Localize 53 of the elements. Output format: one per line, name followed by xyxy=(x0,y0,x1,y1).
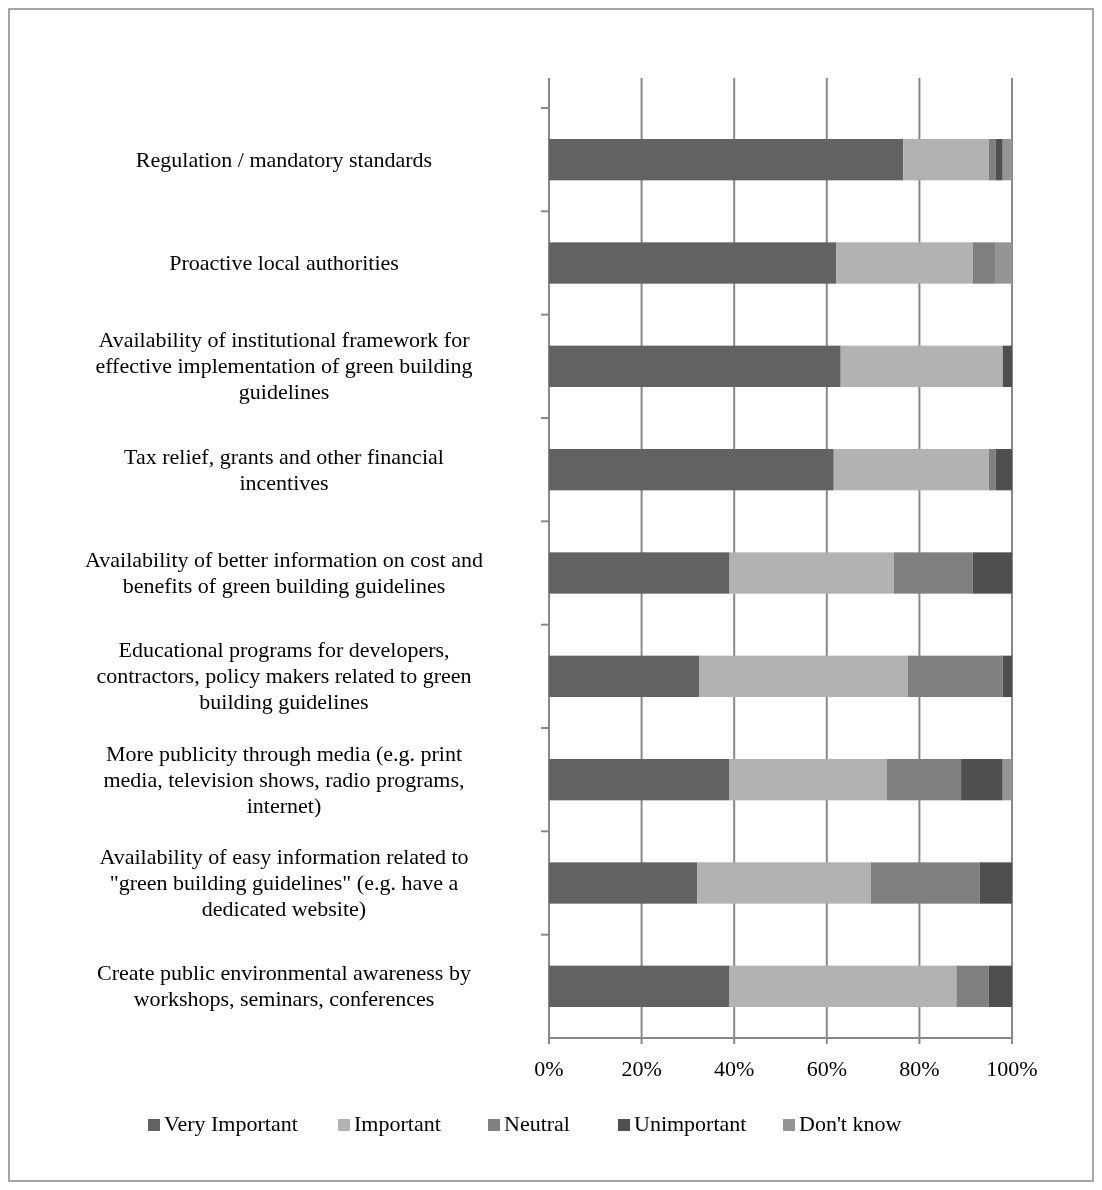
legend-label: Unimportant xyxy=(634,1111,747,1136)
bar xyxy=(1002,759,1012,801)
bar xyxy=(836,242,973,284)
bar xyxy=(729,759,887,801)
legend-label: Neutral xyxy=(504,1111,570,1136)
y-tick-label: Educational programs for developers, contractors, policy makers related to green building guidelines xyxy=(96,637,472,715)
bar xyxy=(549,139,904,181)
bar xyxy=(699,655,908,697)
bar xyxy=(1002,345,1012,387)
bar xyxy=(988,965,1012,1007)
y-tick-label: Regulation / mandatory standards xyxy=(135,146,433,172)
bar xyxy=(995,449,1012,491)
bar xyxy=(697,862,871,904)
x-tick-label: 100% xyxy=(986,1056,1038,1081)
y-tick-label: More publicity through media (e.g. print media, television shows, radio programs, internet) xyxy=(103,740,465,818)
y-tick-label: Availability of easy information related to "green building guidelines" (e.g. have a dedicated website) xyxy=(99,844,469,921)
bar xyxy=(833,449,989,491)
bar xyxy=(1002,139,1012,181)
bar xyxy=(972,242,996,284)
y-tick-label: Tax relief, grants and other financial incentives xyxy=(124,443,444,495)
bar xyxy=(995,242,1012,284)
x-tick-label: 20% xyxy=(621,1056,662,1081)
bar xyxy=(1002,655,1012,697)
legend-label: Very Important xyxy=(164,1111,298,1136)
bar xyxy=(840,345,1003,387)
legend-label: Important xyxy=(354,1111,441,1136)
bar xyxy=(549,862,698,904)
x-tick-label: 80% xyxy=(899,1056,940,1081)
bar xyxy=(549,449,834,491)
bar xyxy=(979,862,1012,904)
y-tick-label: Create public environmental awareness by workshops, seminars, conferences xyxy=(97,960,471,1012)
bar xyxy=(549,242,837,284)
bar xyxy=(549,759,730,801)
bar xyxy=(549,655,700,697)
bar xyxy=(972,552,1012,594)
bar xyxy=(956,965,989,1007)
bar xyxy=(549,965,730,1007)
y-tick-label: Availability of better information on cost and benefits of green building guidelines xyxy=(85,547,483,598)
x-tick-label: 60% xyxy=(806,1056,847,1081)
bar xyxy=(729,965,957,1007)
y-tick-label: Availability of institutional framework for effective implementation of green building guidelines xyxy=(95,327,473,405)
bar xyxy=(995,139,1003,181)
x-tick-label: 0% xyxy=(534,1056,564,1081)
bar xyxy=(903,139,989,181)
y-tick-label: Proactive local authorities xyxy=(169,250,399,275)
bar xyxy=(988,139,996,181)
bar xyxy=(961,759,1003,801)
bar xyxy=(549,552,730,594)
bar xyxy=(549,345,841,387)
legend-label: Don't know xyxy=(799,1111,902,1136)
bar xyxy=(729,552,894,594)
x-tick-label: 40% xyxy=(714,1056,755,1081)
bar xyxy=(988,449,996,491)
